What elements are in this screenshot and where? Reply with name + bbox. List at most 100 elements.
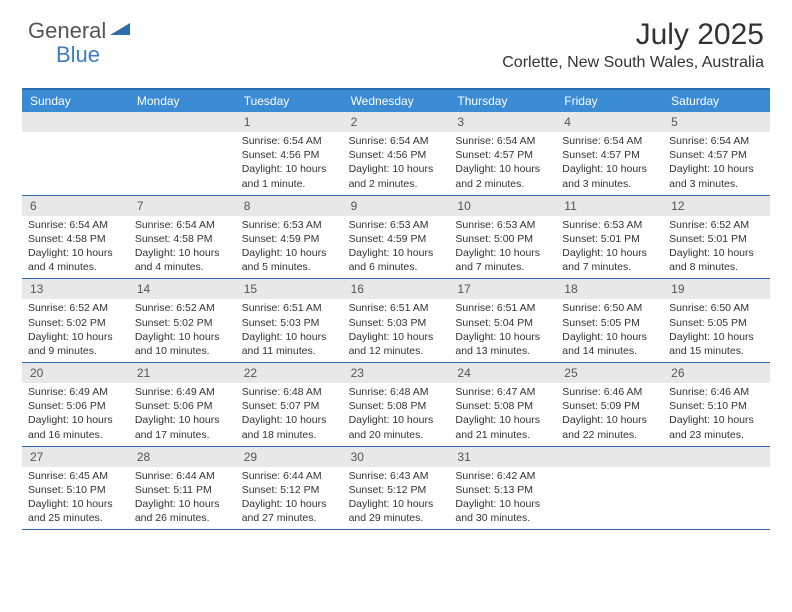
daylight-line-2: and 5 minutes. bbox=[242, 260, 337, 274]
day-number: 14 bbox=[129, 279, 236, 299]
daylight-line-2: and 2 minutes. bbox=[455, 177, 550, 191]
sunset-line: Sunset: 5:08 PM bbox=[349, 399, 444, 413]
calendar-cell: 26Sunrise: 6:46 AMSunset: 5:10 PMDayligh… bbox=[663, 363, 770, 446]
day-details: Sunrise: 6:42 AMSunset: 5:13 PMDaylight:… bbox=[449, 467, 556, 530]
day-number: 11 bbox=[556, 196, 663, 216]
day-details: Sunrise: 6:46 AMSunset: 5:09 PMDaylight:… bbox=[556, 383, 663, 446]
daylight-line-1: Daylight: 10 hours bbox=[349, 330, 444, 344]
calendar-week: 1Sunrise: 6:54 AMSunset: 4:56 PMDaylight… bbox=[22, 112, 770, 196]
daylight-line-2: and 23 minutes. bbox=[669, 428, 764, 442]
calendar-cell: 21Sunrise: 6:49 AMSunset: 5:06 PMDayligh… bbox=[129, 363, 236, 446]
calendar-cell: 15Sunrise: 6:51 AMSunset: 5:03 PMDayligh… bbox=[236, 279, 343, 362]
sunset-line: Sunset: 5:00 PM bbox=[455, 232, 550, 246]
daylight-line-2: and 29 minutes. bbox=[349, 511, 444, 525]
daylight-line-1: Daylight: 10 hours bbox=[242, 162, 337, 176]
daylight-line-1: Daylight: 10 hours bbox=[349, 246, 444, 260]
day-number: 15 bbox=[236, 279, 343, 299]
day-details: Sunrise: 6:53 AMSunset: 4:59 PMDaylight:… bbox=[236, 216, 343, 279]
daylight-line-2: and 7 minutes. bbox=[562, 260, 657, 274]
calendar-empty-cell bbox=[129, 112, 236, 195]
sunrise-line: Sunrise: 6:54 AM bbox=[135, 218, 230, 232]
calendar-week: 20Sunrise: 6:49 AMSunset: 5:06 PMDayligh… bbox=[22, 363, 770, 447]
sunset-line: Sunset: 4:59 PM bbox=[349, 232, 444, 246]
sunset-line: Sunset: 4:58 PM bbox=[28, 232, 123, 246]
daylight-line-2: and 18 minutes. bbox=[242, 428, 337, 442]
sunrise-line: Sunrise: 6:49 AM bbox=[135, 385, 230, 399]
calendar-cell: 18Sunrise: 6:50 AMSunset: 5:05 PMDayligh… bbox=[556, 279, 663, 362]
day-details: Sunrise: 6:46 AMSunset: 5:10 PMDaylight:… bbox=[663, 383, 770, 446]
sunrise-line: Sunrise: 6:48 AM bbox=[349, 385, 444, 399]
sunset-line: Sunset: 4:57 PM bbox=[455, 148, 550, 162]
day-details: Sunrise: 6:50 AMSunset: 5:05 PMDaylight:… bbox=[556, 299, 663, 362]
logo-triangle-icon bbox=[110, 21, 132, 42]
sunrise-line: Sunrise: 6:51 AM bbox=[349, 301, 444, 315]
daylight-line-1: Daylight: 10 hours bbox=[28, 246, 123, 260]
day-details: Sunrise: 6:47 AMSunset: 5:08 PMDaylight:… bbox=[449, 383, 556, 446]
sunset-line: Sunset: 5:05 PM bbox=[669, 316, 764, 330]
daylight-line-2: and 4 minutes. bbox=[135, 260, 230, 274]
sunset-line: Sunset: 5:10 PM bbox=[28, 483, 123, 497]
day-details: Sunrise: 6:48 AMSunset: 5:07 PMDaylight:… bbox=[236, 383, 343, 446]
calendar-empty-cell bbox=[556, 447, 663, 530]
sunrise-line: Sunrise: 6:46 AM bbox=[562, 385, 657, 399]
day-number: 8 bbox=[236, 196, 343, 216]
calendar-cell: 1Sunrise: 6:54 AMSunset: 4:56 PMDaylight… bbox=[236, 112, 343, 195]
calendar-cell: 16Sunrise: 6:51 AMSunset: 5:03 PMDayligh… bbox=[343, 279, 450, 362]
calendar-cell: 20Sunrise: 6:49 AMSunset: 5:06 PMDayligh… bbox=[22, 363, 129, 446]
daylight-line-1: Daylight: 10 hours bbox=[242, 497, 337, 511]
sunrise-line: Sunrise: 6:54 AM bbox=[562, 134, 657, 148]
daylight-line-1: Daylight: 10 hours bbox=[349, 497, 444, 511]
sunrise-line: Sunrise: 6:51 AM bbox=[242, 301, 337, 315]
sunrise-line: Sunrise: 6:54 AM bbox=[28, 218, 123, 232]
sunrise-line: Sunrise: 6:49 AM bbox=[28, 385, 123, 399]
sunset-line: Sunset: 5:09 PM bbox=[562, 399, 657, 413]
daylight-line-2: and 25 minutes. bbox=[28, 511, 123, 525]
daylight-line-1: Daylight: 10 hours bbox=[562, 413, 657, 427]
daylight-line-2: and 22 minutes. bbox=[562, 428, 657, 442]
calendar-cell: 14Sunrise: 6:52 AMSunset: 5:02 PMDayligh… bbox=[129, 279, 236, 362]
day-number: 16 bbox=[343, 279, 450, 299]
daylight-line-2: and 3 minutes. bbox=[669, 177, 764, 191]
sunrise-line: Sunrise: 6:52 AM bbox=[28, 301, 123, 315]
daylight-line-1: Daylight: 10 hours bbox=[135, 246, 230, 260]
calendar-cell: 3Sunrise: 6:54 AMSunset: 4:57 PMDaylight… bbox=[449, 112, 556, 195]
day-number: 28 bbox=[129, 447, 236, 467]
daylight-line-1: Daylight: 10 hours bbox=[562, 246, 657, 260]
day-number: 26 bbox=[663, 363, 770, 383]
daylight-line-2: and 8 minutes. bbox=[669, 260, 764, 274]
sunset-line: Sunset: 4:57 PM bbox=[562, 148, 657, 162]
sunrise-line: Sunrise: 6:54 AM bbox=[455, 134, 550, 148]
daylight-line-2: and 10 minutes. bbox=[135, 344, 230, 358]
daylight-line-1: Daylight: 10 hours bbox=[242, 413, 337, 427]
calendar-week: 6Sunrise: 6:54 AMSunset: 4:58 PMDaylight… bbox=[22, 196, 770, 280]
logo-text-blue: Blue bbox=[56, 42, 100, 68]
daylight-line-2: and 27 minutes. bbox=[242, 511, 337, 525]
daylight-line-1: Daylight: 10 hours bbox=[242, 246, 337, 260]
day-details: Sunrise: 6:49 AMSunset: 5:06 PMDaylight:… bbox=[22, 383, 129, 446]
calendar-cell: 8Sunrise: 6:53 AMSunset: 4:59 PMDaylight… bbox=[236, 196, 343, 279]
sunset-line: Sunset: 5:11 PM bbox=[135, 483, 230, 497]
day-number: 9 bbox=[343, 196, 450, 216]
daylight-line-1: Daylight: 10 hours bbox=[562, 162, 657, 176]
calendar-cell: 6Sunrise: 6:54 AMSunset: 4:58 PMDaylight… bbox=[22, 196, 129, 279]
daylight-line-1: Daylight: 10 hours bbox=[669, 413, 764, 427]
day-number: 5 bbox=[663, 112, 770, 132]
sunset-line: Sunset: 5:03 PM bbox=[242, 316, 337, 330]
daylight-line-2: and 14 minutes. bbox=[562, 344, 657, 358]
sunrise-line: Sunrise: 6:43 AM bbox=[349, 469, 444, 483]
day-details: Sunrise: 6:51 AMSunset: 5:03 PMDaylight:… bbox=[343, 299, 450, 362]
daylight-line-2: and 3 minutes. bbox=[562, 177, 657, 191]
day-number: 1 bbox=[236, 112, 343, 132]
day-number: 17 bbox=[449, 279, 556, 299]
month-title: July 2025 bbox=[502, 18, 764, 52]
daylight-line-2: and 6 minutes. bbox=[349, 260, 444, 274]
calendar-cell: 23Sunrise: 6:48 AMSunset: 5:08 PMDayligh… bbox=[343, 363, 450, 446]
day-header: Friday bbox=[556, 90, 663, 112]
day-details: Sunrise: 6:52 AMSunset: 5:01 PMDaylight:… bbox=[663, 216, 770, 279]
day-details: Sunrise: 6:51 AMSunset: 5:04 PMDaylight:… bbox=[449, 299, 556, 362]
day-details: Sunrise: 6:53 AMSunset: 5:01 PMDaylight:… bbox=[556, 216, 663, 279]
day-number: 29 bbox=[236, 447, 343, 467]
calendar-cell: 24Sunrise: 6:47 AMSunset: 5:08 PMDayligh… bbox=[449, 363, 556, 446]
daylight-line-2: and 17 minutes. bbox=[135, 428, 230, 442]
calendar-cell: 4Sunrise: 6:54 AMSunset: 4:57 PMDaylight… bbox=[556, 112, 663, 195]
